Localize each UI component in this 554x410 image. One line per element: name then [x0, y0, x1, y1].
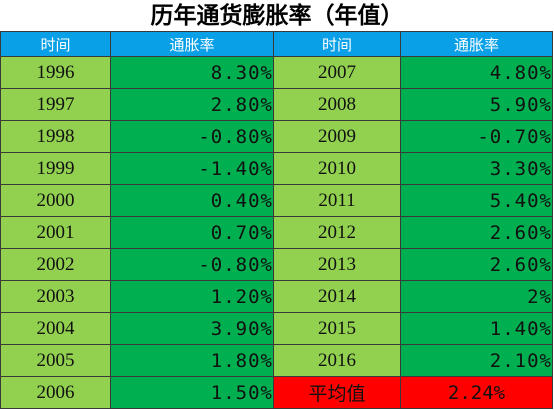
year-cell: 2006 [0, 376, 111, 409]
rate-cell: 3.30% [400, 152, 553, 185]
year-cell: 1997 [0, 88, 111, 121]
year-cell: 2014 [273, 280, 401, 313]
year-cell: 2013 [273, 248, 401, 281]
rate-cell: 2.60% [400, 216, 553, 249]
rate-cell: 0.70% [110, 216, 274, 249]
inflation-table: 时间 通胀率 时间 通胀率 1996 8.30% 2007 4.80% 1997 2.80… [0, 31, 553, 409]
header-rate-right: 通胀率 [400, 31, 553, 57]
table-row: 2005 1.80% 2016 2.10% [0, 344, 553, 377]
year-cell: 2016 [273, 344, 401, 377]
year-cell: 2012 [273, 216, 401, 249]
year-cell: 1999 [0, 152, 111, 185]
rate-cell: 0.40% [110, 184, 274, 217]
average-label: 平均值 [273, 376, 401, 409]
year-cell: 2000 [0, 184, 111, 217]
table-body: 1996 8.30% 2007 4.80% 1997 2.80% 2008 5.90% 1998… [0, 56, 553, 409]
average-value: 2.24% [400, 376, 553, 409]
table-row: 1997 2.80% 2008 5.90% [0, 88, 553, 121]
rate-cell: 4.80% [400, 56, 553, 89]
year-cell: 2010 [273, 152, 401, 185]
rate-cell: -0.80% [110, 120, 274, 153]
rate-cell: 2.80% [110, 88, 274, 121]
year-cell: 2008 [273, 88, 401, 121]
table-row: 1999 -1.40% 2010 3.30% [0, 152, 553, 185]
rate-cell: 1.40% [400, 312, 553, 345]
year-cell: 2004 [0, 312, 111, 345]
rate-cell: 1.50% [110, 376, 274, 409]
rate-cell: -1.40% [110, 152, 274, 185]
header-time-left: 时间 [0, 31, 111, 57]
header-row: 时间 通胀率 时间 通胀率 [0, 31, 553, 57]
rate-cell: 1.80% [110, 344, 274, 377]
table-row: 2000 0.40% 2011 5.40% [0, 184, 553, 217]
rate-cell: 8.30% [110, 56, 274, 89]
year-cell: 2001 [0, 216, 111, 249]
year-cell: 2015 [273, 312, 401, 345]
rate-cell: -0.80% [110, 248, 274, 281]
table-row-average: 2006 1.50% 平均值 2.24% [0, 376, 553, 409]
page-title: 历年通货膨胀率（年值） [150, 2, 404, 29]
rate-cell: 2.10% [400, 344, 553, 377]
rate-cell: 1.20% [110, 280, 274, 313]
rate-cell: 3.90% [110, 312, 274, 345]
year-cell: 2005 [0, 344, 111, 377]
year-cell: 1996 [0, 56, 111, 89]
year-cell: 1998 [0, 120, 111, 153]
year-cell: 2003 [0, 280, 111, 313]
rate-cell: 2% [400, 280, 553, 313]
header-time-right: 时间 [273, 31, 401, 57]
rate-cell: 5.90% [400, 88, 553, 121]
rate-cell: 5.40% [400, 184, 553, 217]
table-row: 2004 3.90% 2015 1.40% [0, 312, 553, 345]
year-cell: 2011 [273, 184, 401, 217]
table-row: 2001 0.70% 2012 2.60% [0, 216, 553, 249]
year-cell: 2009 [273, 120, 401, 153]
table-row: 1998 -0.80% 2009 -0.70% [0, 120, 553, 153]
year-cell: 2007 [273, 56, 401, 89]
rate-cell: 2.60% [400, 248, 553, 281]
rate-cell: -0.70% [400, 120, 553, 153]
table-row: 1996 8.30% 2007 4.80% [0, 56, 553, 89]
table-row: 2002 -0.80% 2013 2.60% [0, 248, 553, 281]
header-rate-left: 通胀率 [110, 31, 274, 57]
table-row: 2003 1.20% 2014 2% [0, 280, 553, 313]
year-cell: 2002 [0, 248, 111, 281]
